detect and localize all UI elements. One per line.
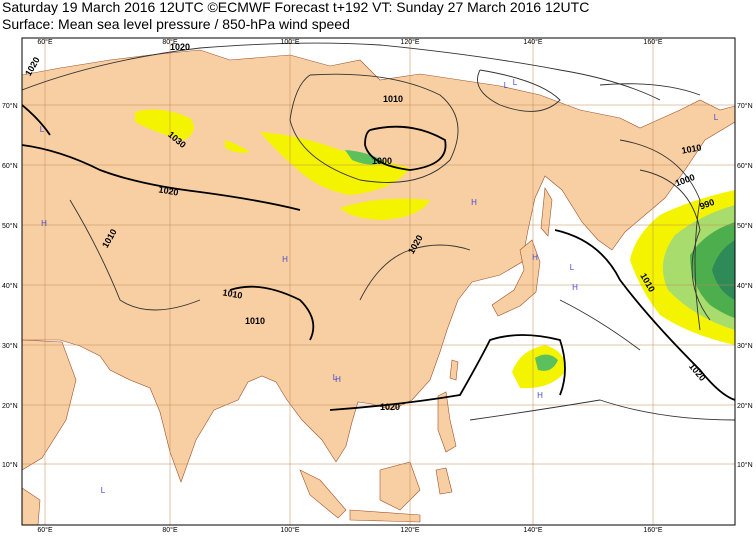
lon-label-bottom: 140°E	[523, 526, 542, 534]
lon-label-top: 160°E	[643, 38, 662, 46]
title-line1: Saturday 19 March 2016 12UTC ©ECMWF Fore…	[2, 0, 589, 15]
main-isobars	[22, 104, 735, 411]
isobar-label: 1020	[158, 184, 179, 197]
pressure-center: H	[41, 219, 47, 228]
pressure-center: H	[572, 283, 578, 292]
isobar-label: 990	[698, 197, 716, 212]
lat-label-right: 20°N	[737, 402, 753, 410]
lat-label-right: 30°N	[737, 342, 753, 350]
pressure-center: L	[513, 78, 518, 87]
isobars	[22, 42, 735, 421]
lat-label-left: 20°N	[2, 402, 18, 410]
pressure-center: L	[333, 373, 338, 382]
lon-label-top: 140°E	[523, 38, 542, 46]
lat-label-right: 60°N	[737, 162, 753, 170]
isobar-label: 1010	[383, 94, 403, 104]
lon-label-top: 120°E	[400, 38, 419, 46]
pressure-center: H	[335, 375, 341, 384]
pressure-center: L	[101, 486, 106, 495]
isobar-label: 1020	[170, 42, 190, 52]
lat-label-left: 50°N	[2, 222, 18, 230]
lat-label-left: 40°N	[2, 282, 18, 290]
map-frame	[21, 37, 736, 526]
isobar-label: 1010	[245, 316, 265, 326]
lat-label-right: 50°N	[737, 222, 753, 230]
lat-label-left: 30°N	[2, 342, 18, 350]
lat-label-right: 10°N	[737, 461, 753, 469]
lat-label-right: 40°N	[737, 282, 753, 290]
lat-label-left: 10°N	[2, 461, 18, 469]
lon-label-top: 60°E	[37, 38, 53, 46]
isobar-label: 1010	[681, 142, 702, 155]
pressure-center: H	[532, 253, 538, 262]
pressure-center: L	[504, 81, 509, 90]
lon-label-bottom: 120°E	[400, 526, 419, 534]
lat-label-left: 60°N	[2, 162, 18, 170]
isobar-label: 1000	[372, 156, 392, 166]
pressure-center: H	[471, 198, 477, 207]
pressure-center: L	[570, 263, 575, 272]
lon-label-bottom: 60°E	[37, 526, 53, 534]
lat-label-left: 70°N	[2, 102, 18, 110]
lon-label-top: 80°E	[162, 38, 178, 46]
pressure-center: L	[714, 113, 719, 122]
isobar-label: 1020	[380, 402, 400, 412]
lon-label-bottom: 160°E	[643, 526, 662, 534]
map-area	[22, 38, 735, 525]
lat-label-right: 70°N	[737, 102, 753, 110]
lon-label-top: 100°E	[280, 38, 299, 46]
wind-shading	[135, 109, 735, 389]
lon-label-bottom: 100°E	[280, 526, 299, 534]
pressure-center: H	[537, 391, 543, 400]
lon-label-bottom: 80°E	[162, 526, 178, 534]
title-line2: Surface: Mean sea level pressure / 850-h…	[2, 16, 350, 32]
isobar-label: 1010	[222, 287, 243, 300]
pressure-center: H	[282, 255, 288, 264]
pressure-center: L	[40, 125, 45, 134]
